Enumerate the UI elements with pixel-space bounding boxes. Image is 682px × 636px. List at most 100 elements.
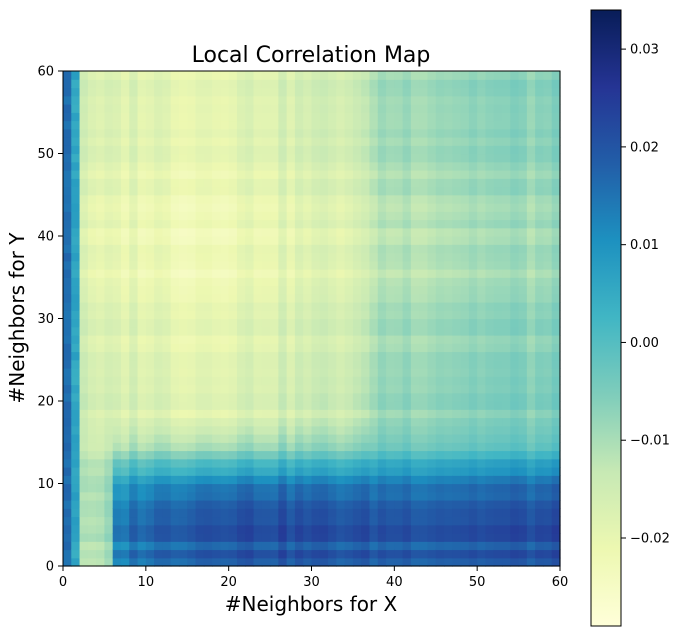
heatmap-cell xyxy=(63,483,72,493)
heatmap-cell xyxy=(79,384,89,394)
heatmap-cell xyxy=(154,442,163,452)
heatmap-cell xyxy=(444,359,453,369)
heatmap-cell xyxy=(460,269,470,278)
heatmap-cell xyxy=(220,87,230,97)
heatmap-cell xyxy=(294,277,304,287)
heatmap-cell xyxy=(154,351,163,361)
heatmap-cell xyxy=(96,343,106,353)
heatmap-cell xyxy=(402,194,412,204)
heatmap-cell xyxy=(286,260,296,270)
heatmap-cell xyxy=(112,475,122,485)
heatmap-cell xyxy=(427,285,437,295)
heatmap-cell xyxy=(79,95,89,105)
heatmap-cell xyxy=(477,104,487,113)
heatmap-cell xyxy=(502,203,511,212)
heatmap-cell xyxy=(518,376,528,386)
heatmap-cell xyxy=(112,203,122,212)
heatmap-cell xyxy=(71,252,81,262)
heatmap-cell xyxy=(187,467,197,476)
heatmap-cell xyxy=(369,491,379,501)
heatmap-cell xyxy=(120,128,130,138)
heatmap-cell xyxy=(410,137,420,146)
heatmap-cell xyxy=(253,178,263,188)
heatmap-cell xyxy=(236,186,246,196)
heatmap-cell xyxy=(386,359,395,369)
heatmap-cell xyxy=(245,450,255,460)
heatmap-cell xyxy=(460,277,470,287)
heatmap-cell xyxy=(493,483,503,493)
heatmap-cell xyxy=(402,384,412,394)
heatmap-cell xyxy=(212,351,221,361)
heatmap-cell xyxy=(468,293,478,303)
heatmap-cell xyxy=(319,467,329,476)
heatmap-cell xyxy=(120,194,130,204)
heatmap-cell xyxy=(485,450,495,460)
heatmap-cell xyxy=(361,186,371,196)
heatmap-cell xyxy=(477,343,487,353)
heatmap-cell xyxy=(253,112,263,122)
heatmap-cell xyxy=(543,475,553,485)
heatmap-cell xyxy=(87,128,97,138)
heatmap-cell xyxy=(220,343,230,353)
heatmap-cell xyxy=(344,524,354,534)
heatmap-cell xyxy=(228,95,238,105)
heatmap-cell xyxy=(369,368,379,377)
heatmap-cell xyxy=(212,335,221,344)
heatmap-cell xyxy=(361,293,371,303)
heatmap-cell xyxy=(336,137,346,146)
heatmap-cell xyxy=(212,302,221,311)
heatmap-cell xyxy=(278,508,288,518)
heatmap-cell xyxy=(170,434,180,443)
heatmap-cell xyxy=(63,541,72,551)
heatmap-cell xyxy=(253,483,263,493)
heatmap-cell xyxy=(236,343,246,353)
heatmap-cell xyxy=(96,442,106,452)
heatmap-cell xyxy=(551,343,561,353)
heatmap-cell xyxy=(137,458,147,468)
heatmap-cell xyxy=(253,533,263,542)
heatmap-cell xyxy=(228,186,238,196)
heatmap-cell xyxy=(336,227,346,237)
heatmap-cell xyxy=(352,244,362,254)
heatmap-cell xyxy=(551,211,561,221)
heatmap-cell xyxy=(518,112,528,122)
heatmap-cell xyxy=(220,417,230,427)
heatmap-cell xyxy=(510,442,520,452)
heatmap-cell xyxy=(468,483,478,493)
heatmap-cell xyxy=(112,491,122,501)
heatmap-cell xyxy=(195,533,205,542)
heatmap-cell xyxy=(154,120,163,130)
heatmap-cell xyxy=(236,442,246,452)
heatmap-cell xyxy=(502,524,511,534)
heatmap-cell xyxy=(278,500,288,509)
heatmap-cell xyxy=(526,203,536,212)
heatmap-cell xyxy=(162,516,172,526)
heatmap-cell xyxy=(187,533,197,542)
heatmap-cell xyxy=(336,384,346,394)
heatmap-cell xyxy=(228,450,238,460)
heatmap-cell xyxy=(419,87,429,97)
heatmap-cell xyxy=(427,153,437,163)
heatmap-cell xyxy=(460,401,470,410)
heatmap-cell xyxy=(96,95,106,105)
heatmap-cell xyxy=(270,351,279,361)
heatmap-cell xyxy=(63,285,72,295)
heatmap-cell xyxy=(551,500,561,509)
heatmap-cell xyxy=(468,203,478,212)
heatmap-cell xyxy=(435,392,445,402)
heatmap-cell xyxy=(535,104,545,113)
heatmap-cell xyxy=(427,483,437,493)
heatmap-cell xyxy=(120,351,130,361)
heatmap-cell xyxy=(386,87,395,97)
heatmap-cell xyxy=(311,236,321,245)
heatmap-cell xyxy=(518,293,528,303)
heatmap-cell xyxy=(361,442,371,452)
heatmap-cell xyxy=(96,450,106,460)
heatmap-cell xyxy=(220,79,230,89)
heatmap-cell xyxy=(104,326,114,336)
heatmap-cell xyxy=(493,137,503,146)
heatmap-cell xyxy=(311,467,321,476)
heatmap-cell xyxy=(452,434,462,443)
heatmap-cell xyxy=(245,318,255,328)
heatmap-cell xyxy=(485,318,495,328)
